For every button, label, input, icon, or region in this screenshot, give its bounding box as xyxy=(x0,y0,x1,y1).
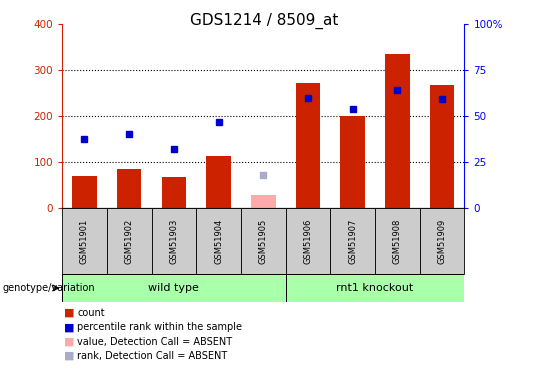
Text: GSM51901: GSM51901 xyxy=(80,218,89,264)
Text: ■: ■ xyxy=(64,308,74,318)
Bar xyxy=(161,177,186,208)
Bar xyxy=(152,208,196,274)
Text: GSM51906: GSM51906 xyxy=(303,218,313,264)
Bar xyxy=(62,274,286,302)
Text: percentile rank within the sample: percentile rank within the sample xyxy=(77,322,242,332)
Text: GSM51908: GSM51908 xyxy=(393,218,402,264)
Bar xyxy=(286,274,464,302)
Bar xyxy=(206,156,231,208)
Bar xyxy=(420,208,464,274)
Text: GSM51907: GSM51907 xyxy=(348,218,357,264)
Text: GSM51909: GSM51909 xyxy=(437,218,447,264)
Bar xyxy=(375,208,420,274)
Text: rnt1 knockout: rnt1 knockout xyxy=(336,283,414,293)
Text: GDS1214 / 8509_at: GDS1214 / 8509_at xyxy=(191,13,339,29)
Text: GSM51904: GSM51904 xyxy=(214,218,223,264)
Bar xyxy=(107,208,152,274)
Text: ■: ■ xyxy=(64,337,74,346)
Text: ■: ■ xyxy=(64,351,74,361)
Text: count: count xyxy=(77,308,105,318)
Bar xyxy=(340,116,365,208)
Bar xyxy=(251,195,275,208)
Text: rank, Detection Call = ABSENT: rank, Detection Call = ABSENT xyxy=(77,351,227,361)
Bar xyxy=(286,208,330,274)
Text: genotype/variation: genotype/variation xyxy=(3,283,96,293)
Bar xyxy=(62,208,107,274)
Bar xyxy=(72,176,97,208)
Bar xyxy=(117,169,141,208)
Bar xyxy=(385,54,410,208)
Text: value, Detection Call = ABSENT: value, Detection Call = ABSENT xyxy=(77,337,232,346)
Bar xyxy=(196,208,241,274)
Bar xyxy=(241,208,286,274)
Bar xyxy=(430,85,454,208)
Bar xyxy=(296,83,320,208)
Text: GSM51902: GSM51902 xyxy=(125,218,134,264)
Text: ■: ■ xyxy=(64,322,74,332)
Bar xyxy=(330,208,375,274)
Text: wild type: wild type xyxy=(148,283,199,293)
Text: GSM51903: GSM51903 xyxy=(170,218,178,264)
Text: GSM51905: GSM51905 xyxy=(259,218,268,264)
